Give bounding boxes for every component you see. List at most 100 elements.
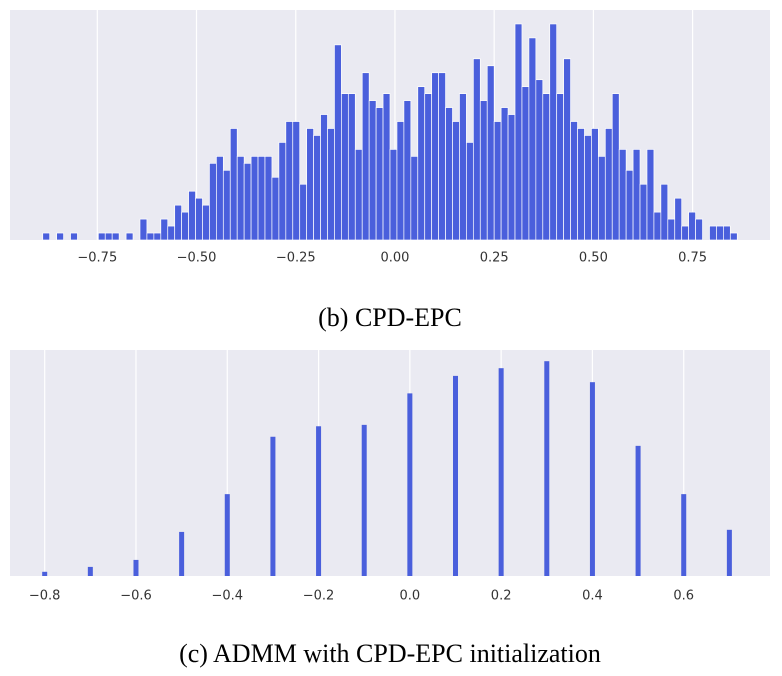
- bar: [375, 107, 384, 241]
- bar: [591, 128, 599, 241]
- bar: [556, 93, 564, 241]
- bar: [42, 571, 48, 576]
- bar: [56, 232, 64, 241]
- bar: [716, 225, 724, 241]
- bar: [327, 128, 335, 241]
- bar: [514, 23, 523, 241]
- bar: [313, 135, 321, 241]
- bar: [299, 183, 308, 241]
- bar: [264, 156, 273, 241]
- bar: [87, 566, 93, 576]
- bar: [250, 156, 259, 241]
- bar: [445, 107, 453, 241]
- bar: [589, 382, 595, 576]
- bar: [271, 176, 280, 241]
- bar: [216, 156, 224, 241]
- bar: [407, 393, 413, 576]
- bar: [667, 218, 676, 241]
- bar: [688, 211, 696, 241]
- x-tick-label: 0.4: [582, 589, 603, 604]
- bar: [653, 211, 662, 241]
- bar: [410, 156, 419, 241]
- bar: [466, 142, 474, 241]
- bar: [341, 93, 349, 241]
- bar: [431, 72, 439, 241]
- bar: [181, 211, 189, 241]
- bar: [153, 232, 162, 241]
- bar: [146, 232, 155, 241]
- bar: [270, 436, 276, 576]
- bar: [570, 121, 578, 241]
- bar: [222, 169, 231, 241]
- bar: [257, 156, 266, 241]
- bar: [500, 107, 509, 241]
- bar: [479, 100, 488, 241]
- bar: [674, 197, 683, 241]
- bar: [167, 225, 176, 241]
- bar: [424, 93, 433, 241]
- bar: [104, 232, 113, 241]
- x-tick-label: −0.2: [303, 589, 335, 604]
- bar: [493, 121, 502, 241]
- bar: [646, 149, 655, 241]
- x-tick-label: −0.6: [120, 589, 152, 604]
- bar: [438, 72, 446, 241]
- bar: [604, 128, 613, 241]
- bar: [125, 232, 134, 241]
- x-tick-label: −0.75: [77, 251, 117, 266]
- x-tick-label: −0.4: [211, 589, 243, 604]
- caption: (b) CPD-EPC: [318, 303, 462, 332]
- bar: [368, 100, 377, 241]
- bar: [577, 128, 585, 241]
- bar: [202, 204, 210, 241]
- x-tick-label: 0.6: [673, 589, 694, 604]
- bar: [729, 232, 738, 241]
- bar: [403, 100, 412, 241]
- bar: [528, 37, 537, 241]
- bar: [224, 494, 230, 576]
- bar: [320, 114, 328, 241]
- bar: [709, 225, 717, 241]
- bar: [111, 232, 120, 241]
- bar: [361, 424, 367, 576]
- bar: [382, 93, 391, 241]
- bar: [97, 232, 106, 241]
- bar: [472, 58, 481, 241]
- bar: [42, 232, 51, 241]
- bar: [453, 375, 459, 576]
- x-tick-label: 0.75: [678, 251, 707, 266]
- bar: [507, 114, 516, 241]
- bar: [459, 93, 467, 241]
- bar: [209, 162, 217, 241]
- bar: [229, 128, 238, 241]
- bar: [389, 149, 398, 241]
- plot-area: [10, 350, 770, 576]
- bar: [625, 169, 634, 241]
- bar: [316, 426, 322, 576]
- bar: [334, 44, 342, 241]
- bar: [535, 79, 544, 241]
- bar: [361, 72, 370, 241]
- bar: [584, 135, 592, 241]
- bar: [598, 156, 606, 241]
- bar: [726, 529, 732, 576]
- bar: [347, 93, 356, 241]
- bar: [549, 23, 558, 241]
- bar: [723, 225, 731, 241]
- bar: [306, 128, 314, 241]
- bar: [285, 121, 294, 241]
- bar: [70, 232, 78, 241]
- caption: (c) ADMM with CPD-EPC initialization: [179, 639, 601, 668]
- bar: [396, 121, 405, 241]
- x-tick-label: −0.8: [29, 589, 61, 604]
- bar: [635, 445, 641, 576]
- bar: [292, 121, 301, 241]
- x-tick-label: 0.25: [480, 251, 509, 266]
- bar: [179, 531, 185, 576]
- bar: [618, 149, 627, 241]
- x-tick-label: 0.50: [579, 251, 608, 266]
- bar: [563, 58, 571, 241]
- bar: [139, 218, 148, 241]
